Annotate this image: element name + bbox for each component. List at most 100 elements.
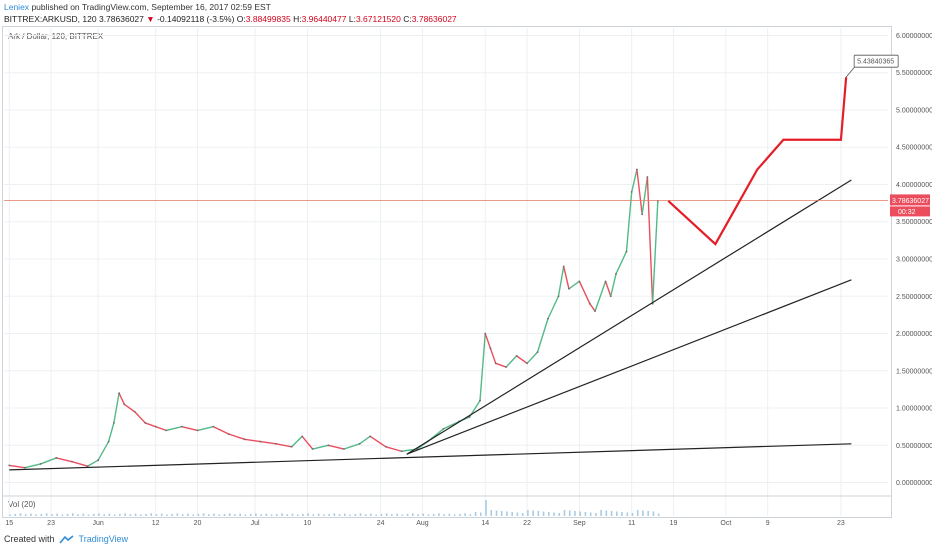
price-point: [641, 213, 644, 216]
volume-bar: [270, 514, 273, 516]
x-tick-label: Oct: [720, 520, 731, 527]
volume-bar: [516, 512, 519, 516]
volume-bar: [77, 514, 79, 516]
price-segment: [594, 281, 607, 312]
volume-bar: [616, 511, 618, 516]
price-segment: [505, 355, 518, 368]
price-point: [24, 466, 26, 469]
price-point: [384, 445, 387, 448]
volume-bar: [291, 513, 294, 516]
volume-bar: [521, 513, 524, 516]
volume-bar: [19, 513, 22, 516]
price-segment: [165, 425, 183, 432]
volume-bar: [72, 513, 74, 516]
volume-bar: [82, 513, 85, 516]
price-point: [468, 416, 471, 418]
volume-bar: [574, 511, 576, 516]
target-callout-label: 5.43840365: [857, 59, 894, 66]
target-callout-box: [853, 54, 899, 68]
volume-bar: [40, 513, 43, 516]
tradingview-brand[interactable]: TradingView: [78, 534, 129, 544]
volume-bar: [563, 510, 566, 516]
volume-bar: [265, 513, 268, 516]
volume-bar: [406, 513, 409, 516]
volume-bar: [30, 513, 32, 516]
volume-bar: [150, 513, 153, 516]
price-point: [636, 168, 638, 171]
x-tick-label: 12: [152, 520, 160, 527]
change-value: -0.14092118 (-3.5%): [157, 14, 235, 24]
price-segment: [87, 459, 99, 467]
y-tick-label: 1.00000000: [896, 406, 932, 413]
price-segment: [118, 392, 125, 405]
volume-bar: [500, 511, 503, 516]
volume-bar: [579, 511, 581, 516]
price-point: [71, 460, 73, 463]
price-segment: [197, 425, 214, 432]
price-segment: [359, 435, 371, 445]
volume-bar: [333, 513, 336, 516]
volume-bar: [302, 513, 304, 516]
volume-bar: [14, 513, 17, 516]
price-point: [609, 295, 612, 298]
volume-bar: [35, 514, 37, 516]
volume-bar: [584, 512, 587, 516]
volume-bar: [323, 514, 325, 516]
price-segment: [568, 280, 580, 290]
close-label: C:: [403, 14, 412, 24]
price-segment: [443, 420, 460, 430]
y-tick-label: 1.50000000: [896, 368, 932, 375]
volume-bar: [647, 511, 649, 516]
volume-bar: [134, 513, 137, 516]
x-tick-label: 20: [194, 520, 202, 527]
volume-bar: [370, 513, 372, 516]
price-point: [594, 310, 596, 313]
volume-bar: [155, 514, 158, 516]
price-segment: [260, 440, 277, 445]
price-point: [557, 295, 560, 298]
high-label: H:: [293, 14, 302, 24]
volume-bar: [532, 510, 534, 516]
projection-line: [667, 77, 848, 246]
price-point: [196, 429, 199, 432]
price-point: [604, 280, 607, 283]
volume-bar: [9, 514, 11, 516]
volume-bar: [553, 512, 555, 516]
x-tick-label: 19: [670, 520, 678, 527]
price-segment: [489, 348, 497, 364]
price-point: [484, 332, 487, 335]
price-point: [165, 429, 168, 432]
x-tick-label: 24: [377, 520, 385, 527]
volume-bar: [364, 514, 367, 516]
price-segment: [484, 333, 492, 349]
y-tick-label: 4.00000000: [896, 182, 932, 189]
publisher-link[interactable]: Leniex: [4, 2, 30, 12]
volume-bar: [56, 513, 58, 516]
price-point: [259, 440, 262, 443]
price-point: [180, 425, 183, 428]
price-point: [442, 427, 445, 430]
price-segment: [97, 441, 110, 461]
price-segment: [641, 176, 649, 215]
volume-bar: [234, 514, 236, 516]
price-segment: [625, 191, 633, 252]
trend-line: [406, 179, 852, 455]
price-point: [86, 465, 89, 468]
price-segment: [557, 266, 565, 297]
volume-bar: [24, 514, 27, 516]
price-segment: [123, 403, 136, 413]
price-point: [536, 351, 539, 354]
x-tick-label: 14: [481, 520, 489, 527]
volume-bar: [626, 512, 629, 516]
price-segment: [610, 273, 617, 297]
x-tick-label: 22: [523, 520, 531, 527]
publish-info: Leniex published on TradingView.com, Sep…: [4, 2, 271, 12]
price-segment: [563, 266, 570, 289]
countdown-label: 00:32: [898, 209, 916, 216]
price-point: [494, 362, 497, 365]
low-label: L:: [348, 14, 356, 24]
volume-bar: [160, 513, 163, 516]
price-point: [400, 450, 403, 453]
volume-bar: [119, 513, 121, 516]
